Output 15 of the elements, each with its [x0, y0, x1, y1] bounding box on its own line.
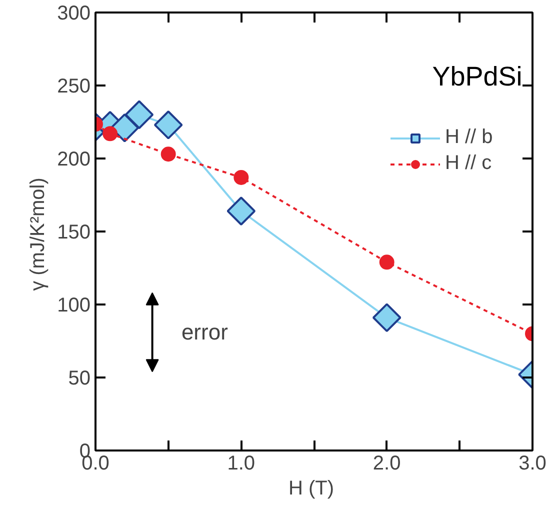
- y-tick-label: 100: [57, 294, 91, 316]
- y-tick-label: 150: [57, 222, 91, 244]
- text: YbPdSi: [432, 61, 522, 92]
- x-tick-label: 3.0: [518, 452, 546, 474]
- legend-label: H // b: [445, 126, 493, 149]
- y-tick-label: 300: [57, 2, 91, 24]
- y-tick-label: 250: [57, 76, 91, 98]
- x-axis-title: H (T): [288, 478, 334, 500]
- x-tick-label: 1.0: [227, 452, 256, 474]
- legend-label: H // c: [445, 152, 492, 175]
- y-axis-title: γ (mJ/K²mol): [27, 178, 50, 291]
- y-tick-label: 50: [68, 368, 91, 390]
- x-tick-label: 2.0: [372, 452, 401, 474]
- annotation: error: [181, 320, 228, 345]
- y-tick-label: 200: [57, 148, 91, 170]
